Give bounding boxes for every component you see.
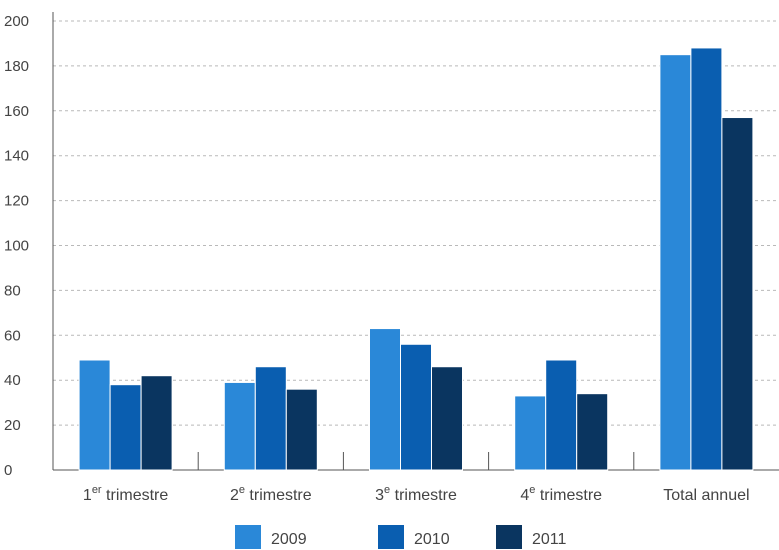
- bar-2011-3: [576, 393, 609, 471]
- bar-2011-2: [431, 366, 463, 471]
- y-tick-label: 160: [4, 103, 29, 120]
- legend-label-2009: 2009: [271, 531, 307, 548]
- bar-2011-0: [140, 375, 173, 471]
- category-label: 4e trimestre: [520, 484, 602, 504]
- y-tick-label: 40: [4, 372, 21, 389]
- bar-2011-1: [285, 388, 318, 471]
- bar-2009-1: [223, 381, 256, 471]
- y-tick-label: 80: [4, 282, 21, 299]
- category-labels: 1er trimestre 2e trimestre 3e trimestre 4e …: [83, 484, 750, 504]
- bar-2009-0: [78, 359, 111, 471]
- bar-2009-3: [514, 395, 547, 471]
- y-tick-label: 20: [4, 417, 21, 434]
- bar-2009-2: [369, 328, 401, 471]
- bar-2010-3: [545, 359, 578, 471]
- bar-2011-4: [721, 117, 754, 471]
- y-tick-labels: 0 20 40 60 80 100 120 140 160 180 200: [4, 13, 29, 479]
- y-tick-label: 60: [4, 327, 21, 344]
- legend-swatch-2010: [378, 525, 404, 549]
- bar-2010-4: [690, 47, 723, 471]
- bar-2009-4: [659, 54, 692, 471]
- legend-label-2011: 2011: [532, 531, 567, 548]
- y-tick-label: 120: [4, 193, 29, 210]
- category-label: Total annuel: [663, 487, 749, 504]
- y-tick-label: 140: [4, 148, 29, 165]
- bar-2010-0: [109, 384, 142, 471]
- legend-swatch-2009: [235, 525, 261, 549]
- legend-swatch-2011: [496, 525, 522, 549]
- legend-label-2010: 2010: [414, 531, 450, 548]
- category-label: 2e trimestre: [230, 484, 312, 504]
- y-tick-label: 0: [4, 462, 12, 479]
- bar-2010-2: [400, 343, 432, 471]
- y-tick-label: 180: [4, 58, 29, 75]
- category-label: 3e trimestre: [375, 484, 457, 504]
- legend: 2009 2010 2011: [235, 525, 567, 549]
- bar-2010-1: [254, 366, 287, 471]
- y-tick-label: 200: [4, 13, 29, 30]
- bars: [78, 47, 754, 471]
- y-tick-label: 100: [4, 238, 29, 255]
- category-label: 1er trimestre: [83, 484, 168, 504]
